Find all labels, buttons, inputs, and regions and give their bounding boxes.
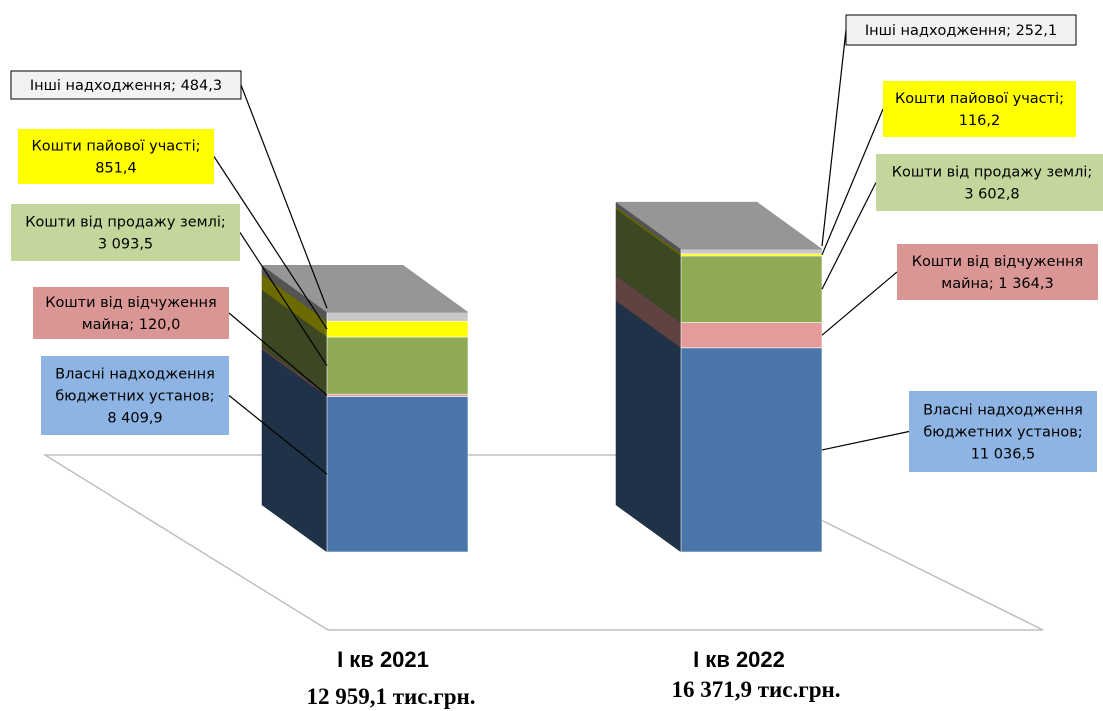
data-label-1-1-0: Кошти від відчуження [912,254,1084,270]
leader-line-0-0 [228,395,328,475]
data-label-1-2-1: 3 602,8 [964,187,1019,203]
bar-stack-1 [615,201,823,553]
bar-segment-1-0 [680,347,823,553]
bar-segment-1-2 [680,255,823,323]
bar-segment-0-1 [326,393,469,397]
total-label-2021: 12 959,1 тис.грн. [307,684,476,709]
bar-top-0 [261,265,469,313]
data-label-box-0-1 [33,287,229,339]
data-label-0-2-1: 3 093,5 [98,237,153,253]
data-label-0-0-0: Власні надходження [55,367,215,383]
data-label-0-1-1: майна; 120,0 [82,317,181,333]
data-label-1-0-0: Власні надходження [923,403,1083,419]
leader-line-0-1 [228,312,328,396]
leader-line-1-2 [821,182,877,290]
total-label-2022: 16 371,9 тис.грн. [672,677,841,702]
bar-stack-0 [261,264,469,553]
leader-line-0-2 [239,232,328,366]
leader-line-0-3 [213,156,328,330]
bar-stacks [261,201,823,553]
data-label-0-3-0: Кошти пайової участі; [32,139,201,155]
data-label-0-0-1: бюджетних установ; [55,389,214,405]
data-label-1-1-1: майна; 1 364,3 [941,276,1053,292]
data-label-box-0-4 [10,70,242,100]
bar-segment-1-3 [680,253,823,257]
data-label-0-3-1: 851,4 [95,161,137,177]
data-label-1-0-1: бюджетних установ; [923,425,1082,441]
category-label-2021: І кв 2021 [337,647,429,672]
data-label-box-1-4 [845,14,1077,46]
category-label-2022: І кв 2022 [693,647,785,672]
data-label-0-0-2: 8 409,9 [107,411,162,427]
bar-segment-1-4 [680,248,823,255]
data-label-0-1-0: Кошти від відчуження [45,295,217,311]
leader-line-0-4 [240,84,328,309]
bar-segment-1-1 [680,322,823,349]
leader-line-1-3 [821,108,884,256]
bar-top-1 [615,201,823,250]
data-label-1-3-0: Кошти пайової участі; [895,91,1064,107]
data-label-box-1-3 [883,81,1076,137]
bar-segment-0-2 [326,336,469,395]
data-label-1-0-2: 11 036,5 [971,447,1036,463]
data-label-box-1-2 [876,154,1103,211]
leader-line-1-0 [821,430,910,451]
data-label-box-0-0 [41,356,229,435]
leader-line-1-1 [821,271,898,336]
leader-line-1-4 [821,29,847,247]
data-label-box-0-3 [18,129,214,184]
data-label-1-3-1: 116,2 [959,113,1001,129]
data-label-1-2-0: Кошти від продажу землі; [892,165,1093,181]
data-label-1-4-0: Інші надходження; 252,1 [865,23,1057,39]
data-label-0-2-0: Кошти від продажу землі; [25,215,226,231]
bar-segment-0-3 [326,320,469,338]
chart-floor [42,454,1044,631]
data-label-box-1-1 [897,244,1098,300]
bar-segment-0-4 [326,311,469,322]
data-labels: Власні надходження бюджетних установ; 8 40… [10,14,1103,472]
data-label-box-1-0 [909,391,1097,472]
label-leader-lines [213,29,910,475]
bar-segment-0-0 [326,396,469,553]
data-label-box-0-2 [11,204,240,261]
data-label-0-4-0: Інші надходження; 484,3 [30,78,222,94]
